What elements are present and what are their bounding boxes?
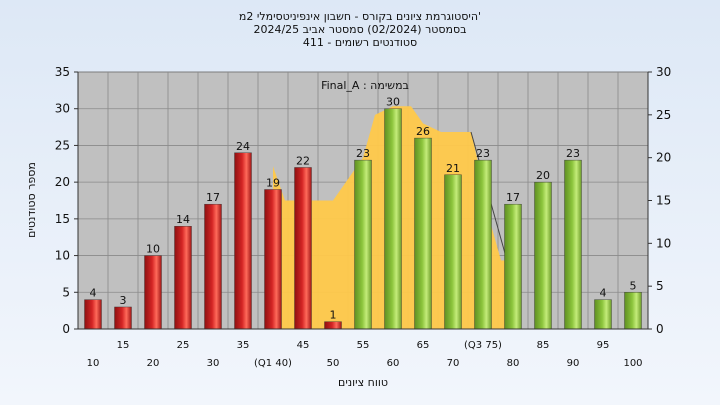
bar-100 <box>624 292 642 330</box>
bar-label-20: 10 <box>146 243 160 256</box>
x-tick-label: 60 <box>387 358 400 369</box>
bar-10 <box>84 299 102 330</box>
bar-label-35: 24 <box>236 140 250 153</box>
x-tick-label: 65 <box>417 340 430 351</box>
x-tick-label: 10 <box>87 358 100 369</box>
x-tick-label: (Q1 40) <box>254 358 292 369</box>
x-tick-label: 35 <box>237 340 250 351</box>
bar-label-70: 21 <box>446 162 460 175</box>
x-tick-label: 90 <box>567 358 580 369</box>
x-tick-label: 20 <box>147 358 160 369</box>
bar-30 <box>204 203 222 330</box>
y-left-tick-label: 5 <box>62 285 70 299</box>
y-left-tick-label: 30 <box>55 102 70 116</box>
bar-label-25: 14 <box>176 213 190 226</box>
bar-55 <box>354 159 372 330</box>
x-tick-label: 80 <box>507 358 520 369</box>
bar-35 <box>234 152 252 330</box>
x-tick-label: 55 <box>357 340 370 351</box>
y-axis-title: מספר סטודנטים <box>25 162 38 238</box>
bar-label-75: 23 <box>476 147 490 160</box>
bar-label-15: 3 <box>120 294 127 307</box>
chart-title-line-3: 411 - סטודנטים רשומים <box>302 36 418 49</box>
bar-label-50: 1 <box>330 309 337 322</box>
bar-label-85: 20 <box>536 169 550 182</box>
bar-65 <box>414 137 432 330</box>
bar-60 <box>384 108 402 330</box>
y-right-tick-label: 25 <box>656 108 671 122</box>
bar-40 <box>264 189 282 330</box>
bar-label-100: 5 <box>630 279 637 292</box>
x-tick-label: 85 <box>537 340 550 351</box>
y-left-tick-label: 15 <box>55 212 70 226</box>
x-tick-label: 70 <box>447 358 460 369</box>
y-right-tick-label: 5 <box>656 279 664 293</box>
bar-75 <box>474 159 492 330</box>
bar-50 <box>324 321 342 330</box>
x-axis-title: טווח ציונים <box>338 376 388 389</box>
x-tick-label: 25 <box>177 340 190 351</box>
chart-annotation: Final_A : במשימה <box>321 79 409 92</box>
bar-15 <box>114 306 132 330</box>
bar-label-55: 23 <box>356 147 370 160</box>
y-right-tick-label: 10 <box>656 236 671 250</box>
bar-label-10: 4 <box>90 287 97 300</box>
chart-title-line-2: בסמסטר (02/2024) סמסטר אביב 2024/25 <box>253 23 467 36</box>
y-right-tick-label: 0 <box>656 322 664 336</box>
bar-label-80: 17 <box>506 191 520 204</box>
y-right-tick-label: 30 <box>656 65 671 79</box>
bar-70 <box>444 174 462 330</box>
bar-80 <box>504 203 522 330</box>
y-left-tick-label: 25 <box>55 138 70 152</box>
x-tick-label: 100 <box>623 358 642 369</box>
bar-25 <box>174 225 192 330</box>
x-tick-label: 45 <box>297 340 310 351</box>
x-tick-label: 30 <box>207 358 220 369</box>
y-left-tick-label: 10 <box>55 249 70 263</box>
y-left-tick-label: 35 <box>55 65 70 79</box>
x-tick-label: 95 <box>597 340 610 351</box>
bar-label-30: 17 <box>206 191 220 204</box>
chart-title-line-1: היסטוגרמת ציונים בקורס - חשבון אינפיניטס… <box>238 10 482 23</box>
bar-90 <box>564 159 582 330</box>
x-tick-label: (Q3 75) <box>464 340 502 351</box>
bar-label-60: 30 <box>386 96 400 109</box>
y-right-tick-label: 15 <box>656 194 671 208</box>
y-left-tick-label: 20 <box>55 175 70 189</box>
bar-95 <box>594 299 612 330</box>
bar-label-45: 22 <box>296 154 310 167</box>
bar-label-90: 23 <box>566 147 580 160</box>
bar-45 <box>294 167 312 330</box>
x-tick-label: 50 <box>327 358 340 369</box>
bar-20 <box>144 255 162 330</box>
bar-label-65: 26 <box>416 125 430 138</box>
bar-label-40: 19 <box>266 176 280 189</box>
bar-85 <box>534 181 552 330</box>
y-right-tick-label: 20 <box>656 151 671 165</box>
y-left-tick-label: 0 <box>62 322 70 336</box>
x-tick-label: 15 <box>117 340 130 351</box>
bar-label-95: 4 <box>600 287 607 300</box>
